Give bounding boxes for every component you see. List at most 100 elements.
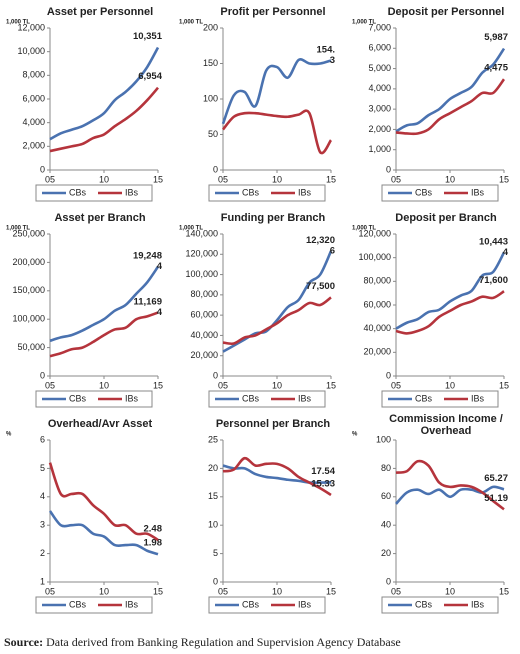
legend-label: CBs [415, 393, 433, 403]
legend-box [35, 390, 153, 408]
x-tick-label: 15 [499, 586, 509, 596]
x-tick-label: 05 [218, 174, 228, 184]
series-line [222, 456, 332, 497]
chart-title: Profit per Personnel [220, 6, 325, 18]
legend-label: IBs [471, 599, 485, 609]
value-label: 15.33 [311, 478, 335, 489]
y-tick-label: 80 [381, 463, 391, 473]
x-tick-label: 05 [391, 380, 401, 390]
legend-label: IBs [298, 393, 312, 403]
y-tick-label: 10 [208, 520, 218, 530]
y-tick-label: 0 [213, 370, 218, 380]
y-tick-label: 100,000 [185, 269, 218, 279]
y-tick-label: 0 [213, 576, 218, 586]
series-line [395, 251, 506, 330]
y-tick-label: 250,000 [12, 228, 45, 238]
value-label: 11,169 4 [133, 296, 162, 317]
series-line [222, 296, 332, 346]
x-tick-label: 15 [153, 586, 163, 596]
y-tick-label: 140,000 [185, 228, 218, 238]
panel: Deposit per Branch 1,000 TL 0 20,000 40,000 6… [352, 212, 509, 408]
y-tick-label: 200 [203, 22, 218, 32]
legend-box [208, 184, 326, 202]
legend-label: CBs [242, 187, 260, 197]
series-line [395, 459, 505, 511]
value-label: 1.98 [144, 538, 163, 549]
y-tick-label: 150 [203, 58, 218, 68]
panel: Asset per Branch 1,000 TL 0 50,000 100,000 15… [6, 212, 163, 408]
x-tick-label: 15 [153, 174, 163, 184]
chart-title: Personnel per Branch [216, 418, 331, 430]
value-label: 154. 3 [317, 44, 336, 65]
y-tick-label: 80,000 [190, 289, 218, 299]
y-tick-label: 0 [40, 370, 45, 380]
legend-label: IBs [298, 187, 312, 197]
y-tick-label: 20 [208, 463, 218, 473]
value-label: 10,443 4 [479, 236, 509, 257]
legend-label: IBs [298, 599, 312, 609]
value-label: 19,248 4 [133, 250, 163, 271]
series-line [395, 78, 506, 136]
legend-label: CBs [69, 599, 87, 609]
panel: Asset per Personnel 1,000 TL 0 2,000 4,000 6,… [6, 6, 163, 202]
y-tick-label: 20,000 [190, 350, 218, 360]
x-tick-label: 05 [218, 586, 228, 596]
y-tick-label: 100,000 [12, 314, 45, 324]
x-tick-label: 10 [272, 380, 282, 390]
x-tick-label: 05 [391, 586, 401, 596]
series-line [48, 510, 159, 556]
series-line [221, 109, 333, 155]
y-tick-label: 10,000 [17, 46, 45, 56]
legend-label: IBs [125, 393, 139, 403]
legend-label: IBs [125, 599, 139, 609]
legend-label: CBs [415, 599, 433, 609]
y-tick-label: 5,000 [368, 63, 391, 73]
chart-title: Asset per Branch [54, 212, 145, 224]
x-tick-label: 15 [326, 380, 336, 390]
y-tick-label: 50 [208, 129, 218, 139]
y-tick-label: 40 [381, 520, 391, 530]
chart-title: Deposit per Personnel [388, 6, 505, 18]
x-tick-label: 05 [45, 174, 55, 184]
source-label: Source: [4, 635, 43, 649]
x-tick-label: 10 [445, 174, 455, 184]
value-label: 4,475 [484, 63, 508, 74]
series-line [395, 290, 505, 335]
y-tick-label: 20 [381, 548, 391, 558]
y-tick-label: 6 [40, 434, 45, 444]
value-label: 71,600 [479, 275, 508, 286]
legend-box [35, 184, 153, 202]
y-tick-label: 25 [208, 434, 218, 444]
y-tick-label: 2,000 [22, 141, 45, 151]
x-tick-label: 10 [445, 586, 455, 596]
y-tick-label: 50,000 [17, 342, 45, 352]
legend-box [208, 390, 326, 408]
y-tick-label: 4,000 [22, 117, 45, 127]
unit-label: 1,000 TL [6, 226, 30, 232]
x-tick-label: 10 [99, 174, 109, 184]
y-tick-label: 150,000 [12, 285, 45, 295]
unit-label: 1,000 TL [352, 20, 376, 26]
unit-label: 1,000 TL [179, 20, 203, 26]
x-tick-label: 05 [45, 380, 55, 390]
series-line [395, 485, 505, 505]
series-line [49, 265, 160, 343]
x-tick-label: 10 [99, 380, 109, 390]
series-line [49, 86, 159, 153]
x-tick-label: 15 [153, 380, 163, 390]
legend-box [35, 596, 153, 614]
series-line [221, 58, 332, 125]
y-tick-label: 120,000 [185, 249, 218, 259]
unit-label: 1,000 TL [6, 20, 30, 26]
legend-box [381, 390, 499, 408]
y-tick-label: 60,000 [190, 310, 218, 320]
y-tick-label: 15 [208, 491, 218, 501]
legend-label: CBs [242, 393, 260, 403]
y-tick-label: 7,000 [368, 22, 391, 32]
value-label: 12,320 6 [306, 235, 335, 256]
value-label: 2.48 [144, 523, 163, 534]
series-line [222, 464, 332, 485]
x-tick-label: 15 [326, 174, 336, 184]
